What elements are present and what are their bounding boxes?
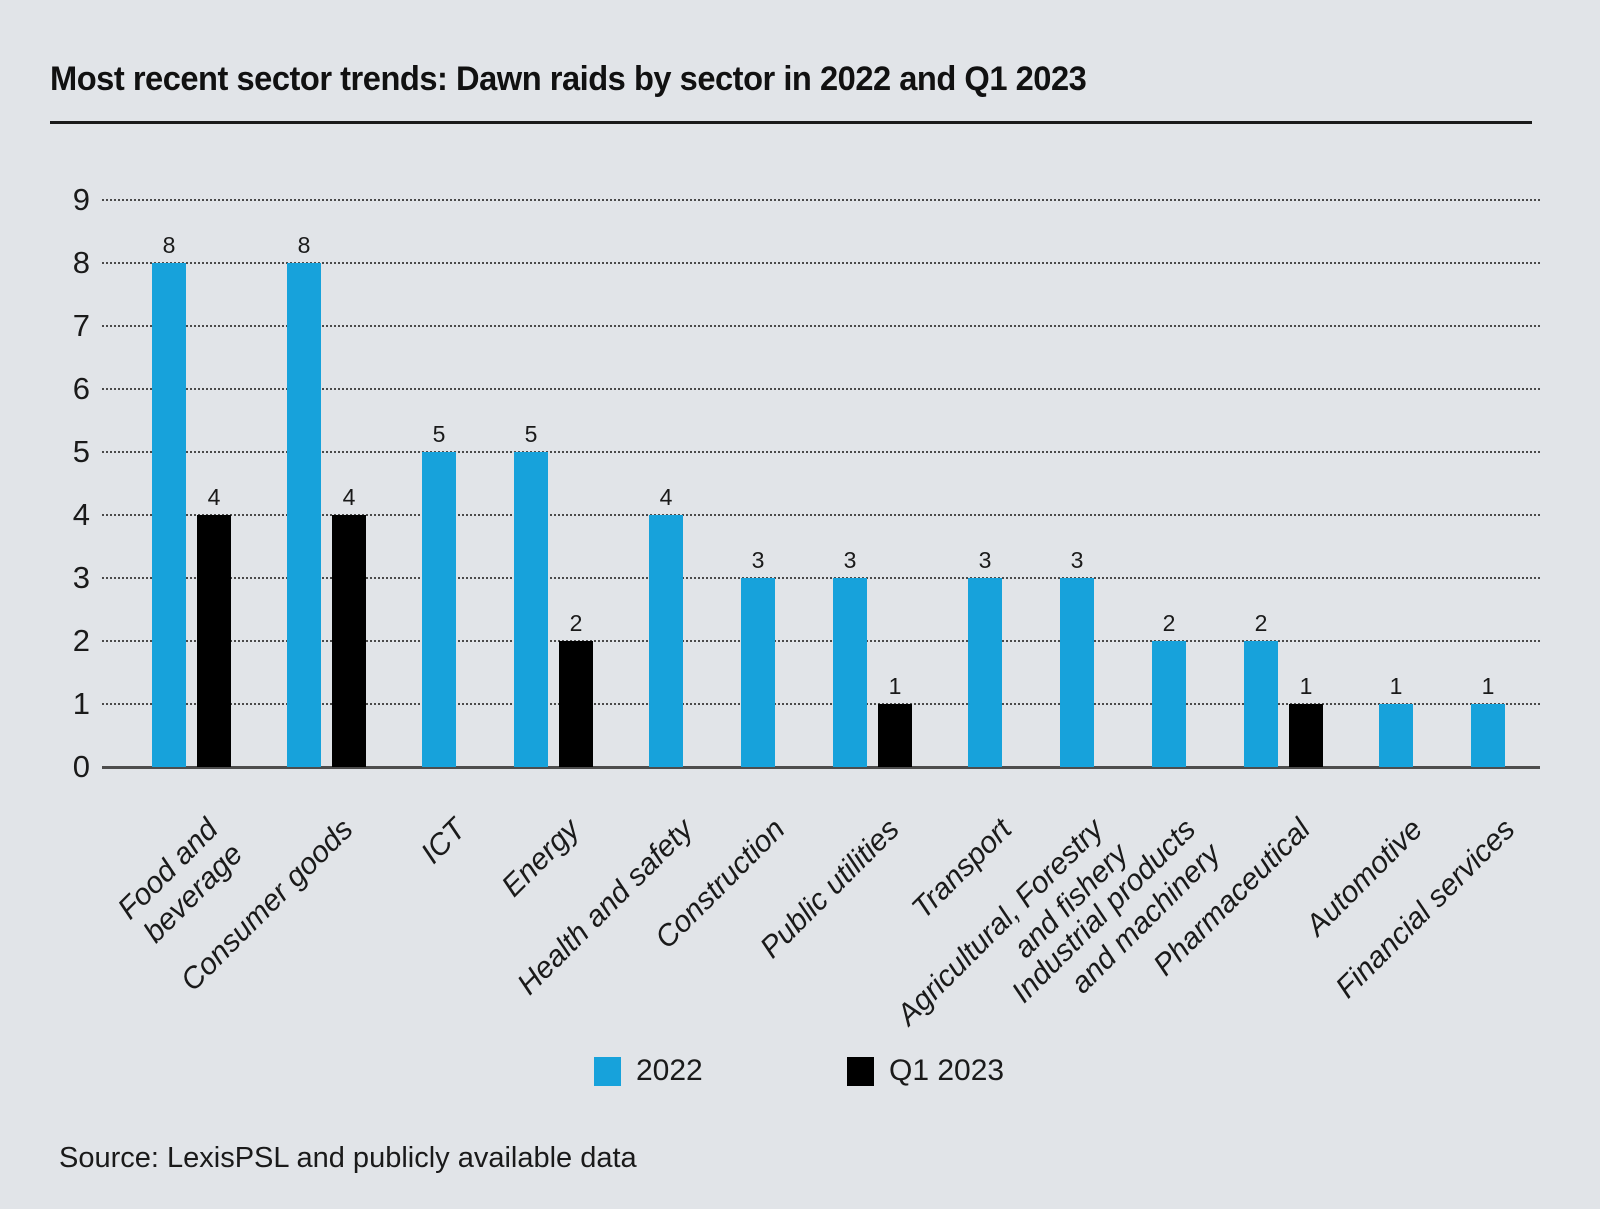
legend-swatch-q1-2023 xyxy=(847,1056,874,1086)
horizontal-gridline xyxy=(102,199,1540,201)
horizontal-gridline xyxy=(102,577,1540,579)
bar-value-label: 3 xyxy=(843,547,857,573)
bar-2022-automotive xyxy=(1379,704,1413,767)
legend-item-q1-2023: Q1 2023 xyxy=(847,1054,1004,1088)
bar-value-label: 4 xyxy=(342,484,356,510)
bar-value-label: 1 xyxy=(888,673,902,699)
title-divider-line xyxy=(50,121,1532,124)
legend-label-2022: 2022 xyxy=(636,1054,703,1087)
bar-q1-2023-consumer-goods xyxy=(332,515,366,767)
legend-swatch-2022 xyxy=(594,1056,621,1086)
legend-item-2022: 2022 xyxy=(594,1054,703,1088)
horizontal-gridline xyxy=(102,640,1540,642)
bar-2022-agricultural-forestry-and-fishery xyxy=(1060,578,1094,767)
bar-value-label: 2 xyxy=(1162,610,1176,636)
bar-q1-2023-energy xyxy=(559,641,593,767)
bar-value-label: 8 xyxy=(162,232,176,258)
x-axis-line xyxy=(102,766,1540,769)
bar-value-label: 4 xyxy=(659,484,673,510)
y-axis-tick-label: 9 xyxy=(72,182,90,217)
bar-value-label: 5 xyxy=(524,421,538,447)
bar-2022-consumer-goods xyxy=(287,263,321,767)
horizontal-gridline xyxy=(102,388,1540,390)
y-axis-tick-label: 1 xyxy=(72,686,90,721)
y-axis-tick-label: 4 xyxy=(72,497,90,532)
y-axis-tick-label: 8 xyxy=(72,245,90,280)
y-axis-tick-label: 6 xyxy=(72,371,90,406)
bar-value-label: 3 xyxy=(1070,547,1084,573)
bar-value-label: 2 xyxy=(1254,610,1268,636)
bar-2022-food-and-beverage xyxy=(152,263,186,767)
bar-2022-transport xyxy=(968,578,1002,767)
bar-value-label: 1 xyxy=(1481,673,1495,699)
bar-value-label: 5 xyxy=(432,421,446,447)
source-note: Source: LexisPSL and publicly available … xyxy=(59,1142,637,1174)
bar-2022-public-utilities xyxy=(833,578,867,767)
bar-2022-construction xyxy=(741,578,775,767)
bar-value-label: 1 xyxy=(1389,673,1403,699)
bar-q1-2023-food-and-beverage xyxy=(197,515,231,767)
bar-q1-2023-public-utilities xyxy=(878,704,912,767)
horizontal-gridline xyxy=(102,451,1540,453)
horizontal-gridline xyxy=(102,703,1540,705)
bar-2022-ict xyxy=(422,452,456,767)
bar-value-label: 4 xyxy=(207,484,221,510)
y-axis-tick-label: 7 xyxy=(72,308,90,343)
x-axis-category-label-energy: Energy xyxy=(495,812,587,904)
horizontal-gridline xyxy=(102,262,1540,264)
bar-2022-financial-services xyxy=(1471,704,1505,767)
bar-value-label: 3 xyxy=(751,547,765,573)
horizontal-gridline xyxy=(102,325,1540,327)
bar-value-label: 8 xyxy=(297,232,311,258)
y-axis-tick-label: 5 xyxy=(72,434,90,469)
bar-value-label: 1 xyxy=(1299,673,1313,699)
bar-2022-industrial-products-and-machinery xyxy=(1152,641,1186,767)
bar-value-label: 2 xyxy=(569,610,583,636)
legend-label-q1-2023: Q1 2023 xyxy=(889,1054,1005,1087)
bar-2022-energy xyxy=(514,452,548,767)
bar-q1-2023-pharmaceutical xyxy=(1289,704,1323,767)
x-axis-category-label-ict: ICT xyxy=(414,812,473,871)
y-axis-tick-label: 3 xyxy=(72,560,90,595)
y-axis-tick-label: 2 xyxy=(72,623,90,658)
bar-value-label: 3 xyxy=(978,547,992,573)
chart-title: Most recent sector trends: Dawn raids by… xyxy=(50,60,1087,98)
bar-2022-pharmaceutical xyxy=(1244,641,1278,767)
y-axis-tick-label: 0 xyxy=(72,749,90,784)
bar-2022-health-and-safety xyxy=(649,515,683,767)
horizontal-gridline xyxy=(102,514,1540,516)
